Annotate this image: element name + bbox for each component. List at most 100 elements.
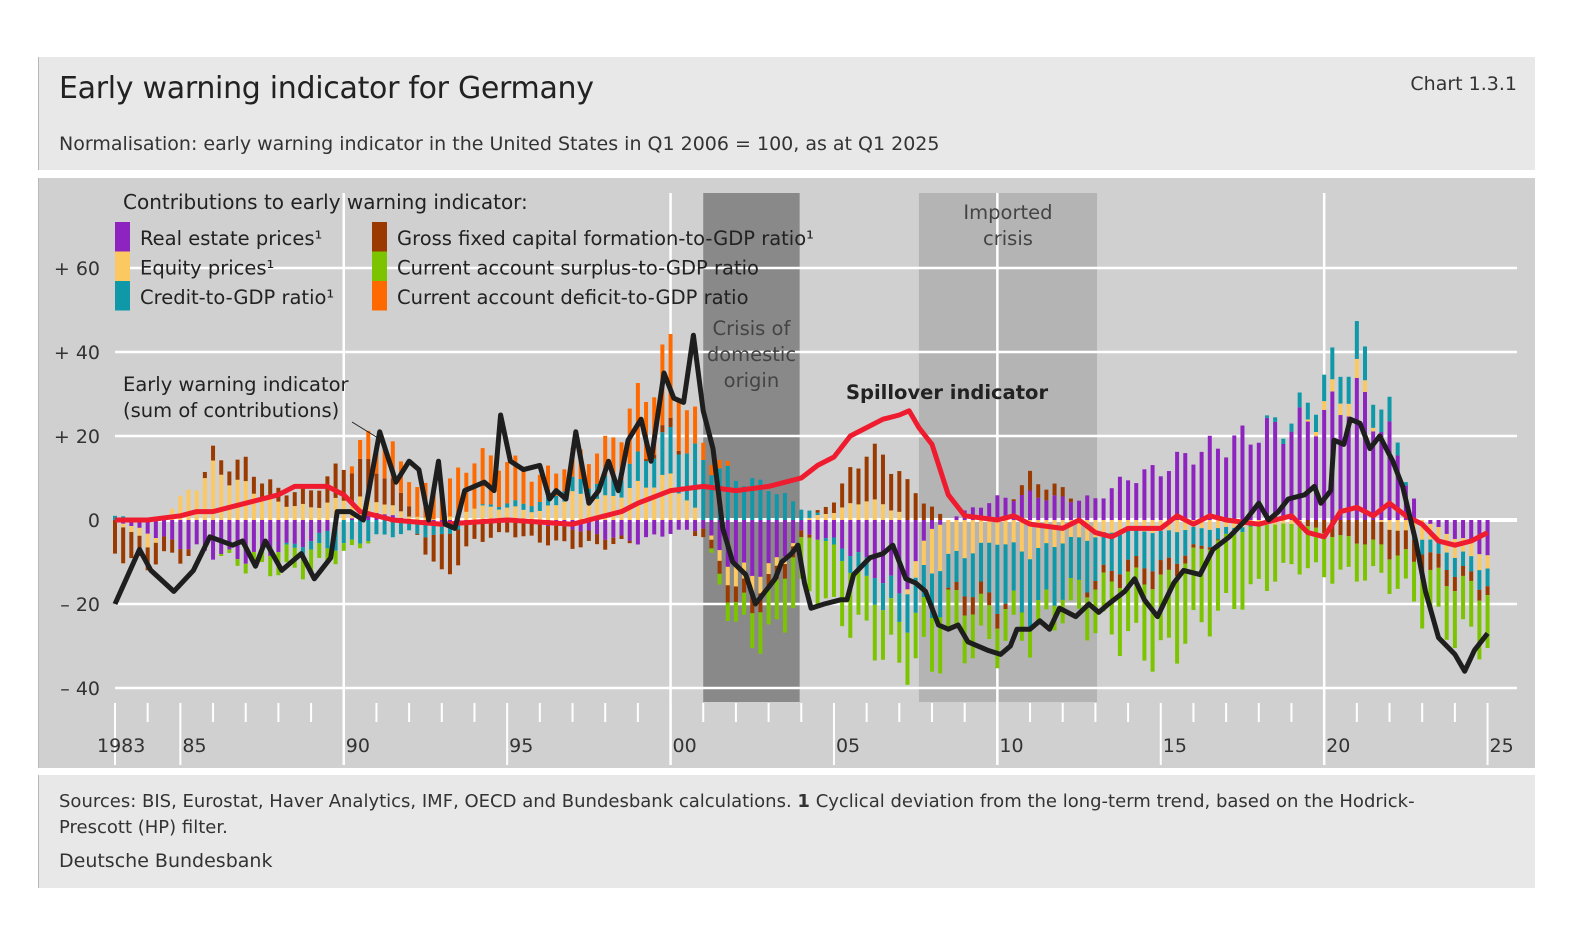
bar-re <box>1142 469 1147 520</box>
bar-cas <box>774 579 779 620</box>
bar-cr <box>619 480 624 498</box>
bar-re <box>635 520 640 545</box>
bar-re <box>153 520 158 539</box>
bar-cad <box>382 448 387 479</box>
bar-gf <box>153 542 158 565</box>
bar-re <box>1175 451 1180 520</box>
bar-gf <box>660 425 665 433</box>
bar-eq <box>1134 520 1139 528</box>
bar-cr <box>970 553 975 598</box>
sources-note: Sources: BIS, Eurostat, Haver Analytics,… <box>59 789 1479 841</box>
bar-cr <box>1281 438 1286 444</box>
bar-re <box>1166 471 1171 520</box>
bar-re <box>1036 497 1041 520</box>
bar-cr <box>880 583 885 611</box>
bar-eq <box>840 507 845 520</box>
bar-eq <box>333 497 338 520</box>
bar-cr <box>758 479 763 520</box>
bar-re <box>202 520 207 551</box>
bar-eq <box>227 485 232 520</box>
bar-eq <box>1305 419 1310 422</box>
bar-cr <box>693 443 698 508</box>
bar-cr <box>1052 547 1057 606</box>
bar-gf <box>145 547 150 571</box>
bar-eq <box>586 500 591 520</box>
bar-cr <box>1273 417 1278 422</box>
bar-cad <box>521 471 526 504</box>
bar-gf <box>1199 545 1204 549</box>
bar-re <box>1028 490 1033 520</box>
bar-cr <box>407 520 412 531</box>
bar-cr <box>1289 423 1294 432</box>
y-tick-label: – 20 <box>60 594 100 616</box>
bar-cr <box>1126 527 1131 560</box>
bar-gf <box>725 585 730 603</box>
bar-gf <box>1412 539 1417 562</box>
bar-gf <box>848 467 853 504</box>
bar-eq <box>880 504 885 520</box>
bar-eq <box>693 507 698 520</box>
bar-re <box>611 520 616 538</box>
bar-re <box>1085 495 1090 520</box>
legend-label-re: Real estate prices¹ <box>140 227 322 250</box>
bar-gf <box>398 492 403 512</box>
bar-cr <box>962 558 967 597</box>
legend-label-cr: Credit-to-GDP ratio¹ <box>140 286 334 309</box>
bar-re <box>1289 431 1294 520</box>
bar-gf <box>505 520 510 533</box>
bar-cas <box>1452 591 1457 649</box>
bar-cr <box>423 522 428 538</box>
bar-cr <box>1093 537 1098 581</box>
bar-gf <box>946 587 951 590</box>
bar-cas <box>864 575 869 621</box>
bar-gf <box>578 531 583 548</box>
ewi-label-line1: Early warning indicator <box>123 373 350 396</box>
bar-cas <box>1273 524 1278 582</box>
bar-cas <box>1011 590 1016 615</box>
bar-eq <box>1215 520 1220 529</box>
bar-gf <box>496 520 501 533</box>
bar-cr <box>1077 537 1082 580</box>
bar-gf <box>1028 470 1033 491</box>
bar-eq <box>1232 520 1237 528</box>
bar-eq <box>1289 520 1294 525</box>
bar-cas <box>251 551 256 563</box>
bar-gf <box>1068 498 1073 503</box>
bar-cr <box>889 575 894 599</box>
x-tick-label: 20 <box>1326 735 1350 757</box>
bar-cas <box>1191 547 1196 611</box>
bar-cr <box>1175 532 1180 564</box>
bar-re <box>227 520 232 550</box>
annotations: Early warning indicator (sum of contribu… <box>123 201 1053 439</box>
bar-cas <box>1175 576 1180 664</box>
bar-eq <box>1060 520 1065 544</box>
bar-eq <box>562 501 567 520</box>
bar-re <box>1191 464 1196 520</box>
bar-eq <box>1044 520 1049 544</box>
bar-cas <box>333 550 338 565</box>
bar-cas <box>897 621 902 663</box>
bar-cas <box>1428 569 1433 612</box>
bar-eq <box>1077 520 1082 538</box>
bar-cr <box>635 451 640 481</box>
bar-eq <box>554 505 559 520</box>
bar-gf <box>1166 557 1171 570</box>
spillover-line <box>115 408 1489 548</box>
bar-eq <box>987 520 992 543</box>
bar-eq <box>970 520 975 554</box>
bar-cas <box>1330 537 1335 584</box>
bar-eq <box>603 495 608 520</box>
bar-eq <box>1019 520 1024 552</box>
bar-gf <box>603 539 608 550</box>
bar-cas <box>938 617 943 674</box>
bar-re <box>807 520 812 535</box>
bar-re <box>1011 501 1016 520</box>
bar-cr <box>1207 529 1212 548</box>
bar-cas <box>1322 533 1327 578</box>
bar-re <box>1485 520 1490 556</box>
bar-cr <box>644 460 649 488</box>
bar-cr <box>570 476 575 492</box>
bar-cr <box>488 504 493 507</box>
bar-cr <box>1436 541 1441 554</box>
bar-cr <box>1191 526 1196 545</box>
